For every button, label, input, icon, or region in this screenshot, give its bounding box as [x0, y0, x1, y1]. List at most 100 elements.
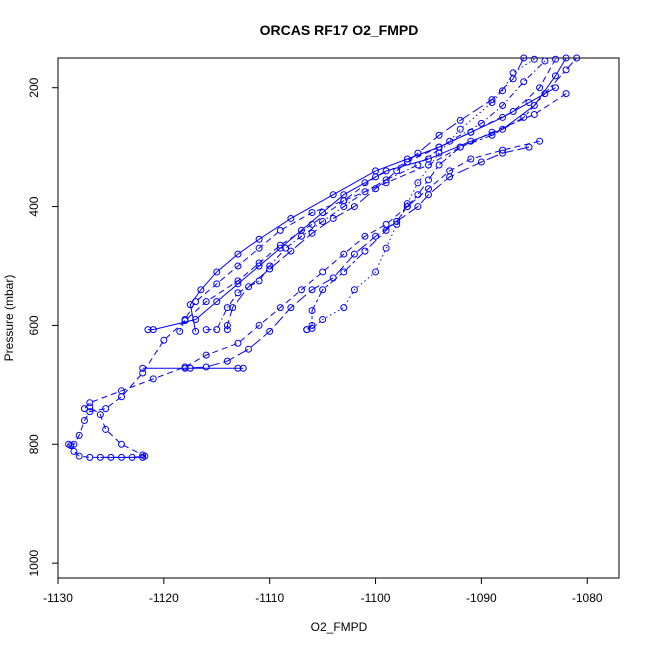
data-point	[234, 250, 242, 258]
x-tick-label: -1080	[572, 591, 603, 605]
series-10	[80, 137, 544, 413]
data-point	[393, 217, 401, 225]
data-point	[245, 283, 253, 291]
data-point	[160, 336, 168, 344]
data-point	[403, 203, 411, 211]
y-tick-label: 1000	[27, 549, 41, 576]
data-point	[435, 161, 443, 169]
series-9	[181, 143, 533, 372]
data-point	[80, 417, 88, 425]
y-tick-label: 600	[27, 315, 41, 335]
y-axis-label: Pressure (mbar)	[2, 275, 16, 362]
data-point	[202, 351, 210, 359]
data-point	[382, 220, 390, 228]
data-point	[139, 369, 147, 377]
data-point	[403, 155, 411, 163]
data-point	[287, 304, 295, 312]
data-point	[144, 326, 152, 334]
series-line	[226, 57, 525, 330]
data-point	[234, 262, 242, 270]
series-line	[84, 140, 540, 409]
data-point	[70, 440, 78, 448]
data-point	[562, 54, 570, 62]
x-axis: -1130 -1120 -1110 -1100 -1090 -1080	[43, 578, 603, 605]
series-line	[184, 146, 530, 369]
data-point	[499, 87, 507, 95]
data-point	[551, 72, 559, 80]
data-point	[139, 364, 147, 372]
data-point	[414, 203, 422, 211]
series-13	[96, 453, 147, 461]
series-line	[70, 58, 556, 446]
data-point	[329, 191, 337, 199]
data-point	[414, 149, 422, 157]
data-point	[86, 399, 94, 407]
data-point	[530, 102, 538, 110]
data-point	[234, 289, 242, 297]
data-point	[536, 137, 544, 145]
data-point	[520, 113, 528, 121]
data-point	[118, 387, 126, 395]
x-tick-label: -1110	[255, 591, 284, 605]
data-point	[234, 277, 242, 285]
data-point	[446, 167, 454, 175]
data-point	[223, 326, 231, 334]
series-4	[223, 54, 528, 334]
data-point	[488, 96, 496, 104]
data-point	[213, 280, 221, 288]
data-point	[192, 315, 200, 323]
data-point	[308, 209, 316, 217]
data-point	[202, 298, 210, 306]
data-point	[213, 326, 221, 334]
data-point	[319, 209, 327, 217]
series-layer	[65, 54, 581, 461]
y-tick-label: 200	[27, 77, 41, 97]
data-point	[509, 69, 517, 77]
data-point	[202, 326, 210, 334]
data-point	[414, 161, 422, 169]
data-point	[255, 235, 263, 243]
y-tick-label: 800	[27, 434, 41, 454]
data-point	[456, 125, 464, 133]
data-point	[255, 277, 263, 285]
data-point	[287, 214, 295, 222]
data-point	[520, 54, 528, 62]
data-point	[255, 321, 263, 329]
data-point	[308, 286, 316, 294]
data-point	[223, 304, 231, 312]
data-point	[202, 363, 210, 371]
data-point	[509, 107, 517, 115]
data-point	[186, 364, 194, 372]
data-point	[340, 268, 348, 276]
data-point	[213, 268, 221, 276]
data-point	[181, 315, 189, 323]
data-point	[551, 55, 559, 63]
x-tick-label: -1120	[149, 591, 179, 605]
data-point	[520, 78, 528, 86]
y-axis: 200 400 600 800 1000	[27, 77, 58, 576]
data-point	[329, 214, 337, 222]
data-point	[467, 128, 475, 136]
data-point	[75, 452, 83, 460]
data-point	[234, 339, 242, 347]
data-point	[118, 440, 126, 448]
series-11	[139, 364, 247, 372]
series-line	[147, 57, 567, 331]
series-8	[176, 90, 570, 335]
data-point	[181, 363, 189, 371]
data-point	[456, 143, 464, 151]
data-point	[303, 326, 311, 334]
x-tick-label: -1130	[43, 591, 73, 605]
series-2	[67, 55, 559, 449]
plot-frame	[57, 57, 620, 579]
series-line	[306, 57, 578, 330]
data-point	[536, 84, 544, 92]
data-point	[118, 453, 126, 461]
data-point	[382, 244, 390, 252]
series-7	[186, 84, 559, 335]
data-point	[477, 158, 485, 166]
x-tick-label: -1090	[466, 591, 497, 605]
data-point	[192, 298, 200, 306]
data-point	[223, 357, 231, 365]
